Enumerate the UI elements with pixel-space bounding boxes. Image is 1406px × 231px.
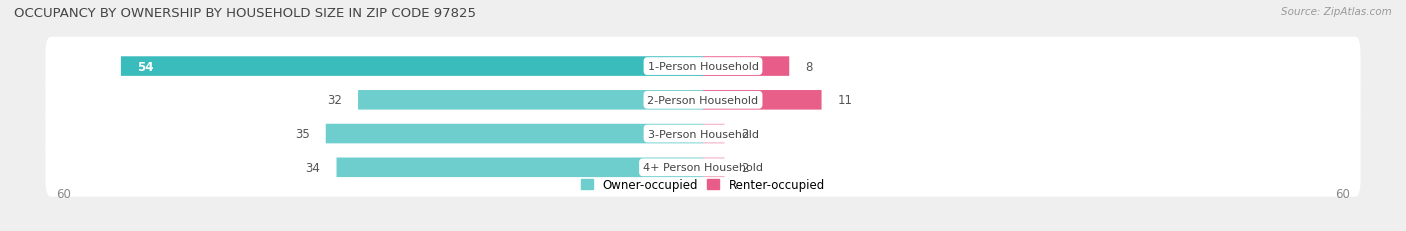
- Text: 11: 11: [838, 94, 853, 107]
- FancyBboxPatch shape: [45, 105, 1361, 163]
- FancyBboxPatch shape: [703, 158, 724, 177]
- Text: 2: 2: [741, 161, 748, 174]
- FancyBboxPatch shape: [45, 138, 1361, 197]
- Text: 8: 8: [806, 60, 813, 73]
- Text: 32: 32: [328, 94, 342, 107]
- Text: 1-Person Household: 1-Person Household: [648, 62, 758, 72]
- FancyBboxPatch shape: [359, 91, 703, 110]
- FancyBboxPatch shape: [336, 158, 703, 177]
- FancyBboxPatch shape: [121, 57, 703, 76]
- FancyBboxPatch shape: [326, 124, 703, 144]
- Text: 2: 2: [741, 128, 748, 140]
- Legend: Owner-occupied, Renter-occupied: Owner-occupied, Renter-occupied: [581, 178, 825, 191]
- FancyBboxPatch shape: [45, 71, 1361, 130]
- FancyBboxPatch shape: [45, 38, 1361, 96]
- Text: 35: 35: [295, 128, 309, 140]
- FancyBboxPatch shape: [703, 91, 821, 110]
- Text: 34: 34: [305, 161, 321, 174]
- Text: 2-Person Household: 2-Person Household: [647, 95, 759, 105]
- Text: 54: 54: [138, 60, 153, 73]
- FancyBboxPatch shape: [703, 57, 789, 76]
- FancyBboxPatch shape: [703, 124, 724, 144]
- Text: Source: ZipAtlas.com: Source: ZipAtlas.com: [1281, 7, 1392, 17]
- Text: 60: 60: [56, 187, 72, 200]
- Text: 60: 60: [1334, 187, 1350, 200]
- Text: OCCUPANCY BY OWNERSHIP BY HOUSEHOLD SIZE IN ZIP CODE 97825: OCCUPANCY BY OWNERSHIP BY HOUSEHOLD SIZE…: [14, 7, 477, 20]
- Text: 3-Person Household: 3-Person Household: [648, 129, 758, 139]
- Text: 4+ Person Household: 4+ Person Household: [643, 163, 763, 173]
